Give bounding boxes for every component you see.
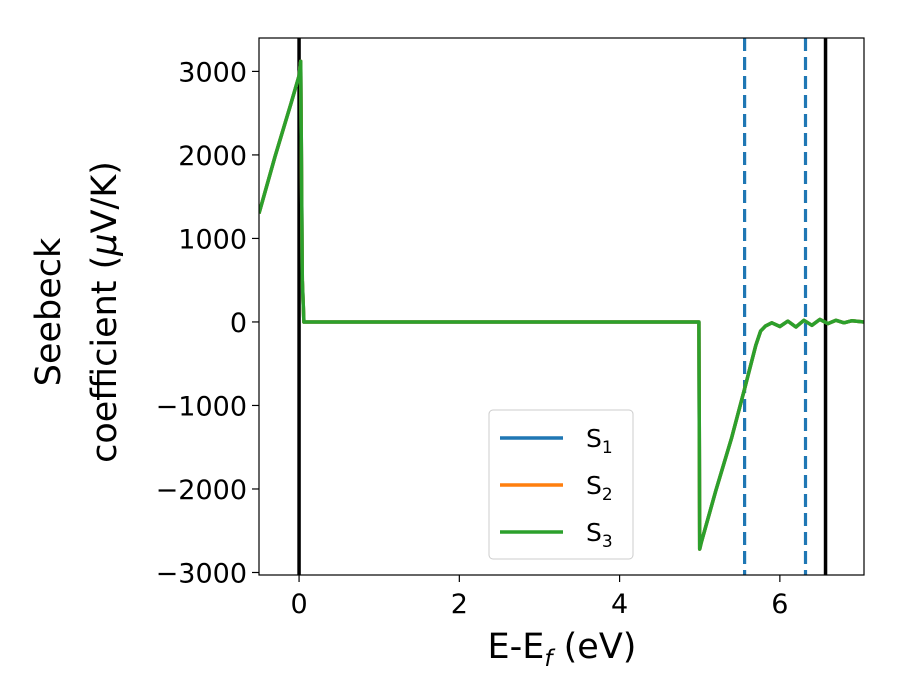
y-axis-label-line1: Seebeck xyxy=(29,237,69,386)
y-axis-label-pre: coefficient ( xyxy=(85,256,125,463)
x-axis-label-main: E-E xyxy=(488,627,545,667)
plot-frame xyxy=(258,37,865,576)
y-axis-label: Seebeck coefficient (μV/K) xyxy=(29,161,125,463)
x-axis-label-unit: (eV) xyxy=(553,627,637,667)
legend: S1 S2 S3 xyxy=(488,409,634,560)
legend-label-S3: S3 xyxy=(586,518,613,552)
y-tick-label--2000: −2000 xyxy=(156,475,247,506)
y-axis-label-post: V/K) xyxy=(85,161,125,233)
x-axis-label-sub: f xyxy=(544,646,555,672)
series-lines xyxy=(259,59,864,551)
y-tick-label--1000: −1000 xyxy=(156,391,247,422)
vertical-reference-lines xyxy=(297,38,828,575)
y-tick-label--3000: −3000 xyxy=(156,558,247,589)
axis-ticks: 0 2 4 6 −3000 −2000 −1000 0 1000 2000 3000 xyxy=(156,57,789,620)
y-axis-label-mu: μ xyxy=(85,233,125,256)
series-line-S3 xyxy=(259,59,864,551)
y-tick-label-0: 0 xyxy=(230,308,247,339)
x-tick-label-0: 0 xyxy=(290,589,307,620)
x-axis-label: E-Ef (eV) xyxy=(488,627,637,672)
y-tick-label-2000: 2000 xyxy=(178,141,247,172)
x-tick-label-4: 4 xyxy=(611,589,628,620)
x-tick-label-2: 2 xyxy=(451,589,468,620)
x-tick-label-6: 6 xyxy=(771,589,788,620)
legend-label-S2: S2 xyxy=(586,471,613,505)
y-tick-label-3000: 3000 xyxy=(178,57,247,88)
y-tick-label-1000: 1000 xyxy=(178,224,247,255)
legend-label-S1: S1 xyxy=(586,424,613,458)
y-axis-label-line2: coefficient (μV/K) xyxy=(85,161,125,463)
